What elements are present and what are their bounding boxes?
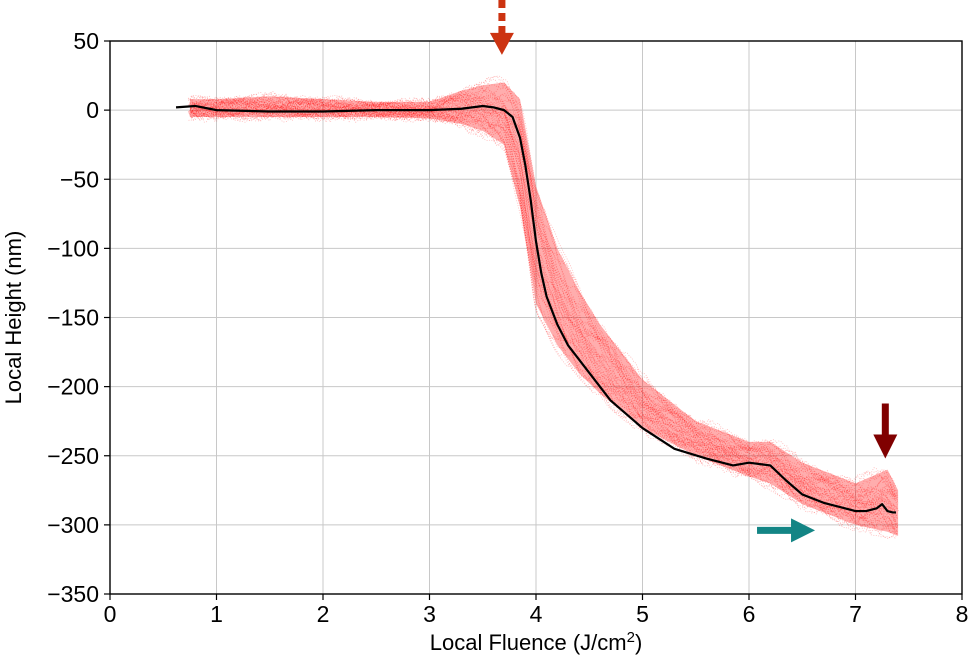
trace-line: [189, 105, 898, 524]
y-axis-label: Local Height (nm): [1, 231, 26, 405]
trace-line: [188, 95, 897, 521]
dashed-arrow-head: [489, 32, 514, 55]
trace-line: [188, 75, 896, 498]
trace-line: [190, 103, 898, 520]
trace-line: [188, 92, 897, 506]
trace-line: [189, 96, 898, 517]
y-tick-label: 50: [73, 28, 99, 54]
trace-line: [189, 81, 898, 500]
trace-line: [191, 95, 899, 519]
x-tick-label: 0: [104, 601, 117, 627]
trace-line: [189, 111, 898, 532]
y-axis-ticks: 50 0 −50 −100 −150 −200 −250 −300 −350: [47, 28, 110, 607]
x-axis-label-close: ): [635, 630, 642, 655]
trace-line: [190, 96, 898, 509]
x-tick-label: 8: [956, 601, 969, 627]
trace-line: [190, 76, 898, 497]
trace-line: [189, 108, 898, 539]
x-tick-label: 2: [317, 601, 330, 627]
series-lines: [175, 104, 896, 514]
trace-line: [189, 83, 898, 498]
y-tick-label: −350: [47, 581, 99, 607]
y-tick-label: −300: [47, 512, 99, 538]
y-tick-label: −200: [47, 374, 99, 400]
y-tick-label: −50: [60, 166, 99, 192]
trace-line: [190, 89, 898, 498]
trace-line: [190, 103, 899, 527]
x-axis-label: Local Fluence (J/cm2): [430, 629, 643, 656]
annotations: [489, 0, 898, 543]
x-axis-label-main: Local Fluence (J/cm: [430, 630, 627, 655]
trace-line: [187, 77, 896, 500]
x-tick-label: 1: [210, 601, 223, 627]
arrow-head: [791, 518, 816, 543]
y-tick-label: 0: [86, 97, 99, 123]
trace-line: [190, 98, 899, 510]
trace-line: [189, 109, 898, 535]
trace-line: [190, 108, 899, 528]
trace-line: [189, 92, 898, 504]
trace-line: [189, 104, 898, 530]
x-tick-label: 6: [743, 601, 756, 627]
x-tick-label: 7: [849, 601, 862, 627]
trace-line: [189, 94, 897, 506]
arrow-head: [873, 434, 898, 459]
x-axis-ticks: 0 1 2 3 4 5 6 7 8: [104, 594, 969, 627]
y-tick-label: −150: [47, 305, 99, 331]
x-tick-label: 4: [530, 601, 543, 627]
mean-line: [175, 104, 896, 514]
scatter-band: [187, 75, 900, 539]
trace-line: [188, 83, 897, 501]
x-tick-label: 3: [423, 601, 436, 627]
trace-line: [190, 105, 899, 529]
trace-line: [187, 106, 896, 530]
trace-line: [190, 103, 898, 527]
trace-line: [191, 102, 899, 517]
x-tick-label: 5: [636, 601, 649, 627]
y-tick-label: −100: [47, 235, 99, 261]
x-axis-label-superscript: 2: [627, 629, 635, 646]
y-tick-label: −250: [47, 443, 99, 469]
trace-line: [188, 109, 896, 534]
trace-line: [187, 104, 896, 520]
band-area: [189, 82, 899, 536]
trace-line: [189, 91, 897, 516]
trace-line: [190, 103, 899, 521]
trace-line: [191, 81, 900, 504]
trace-line: [188, 93, 897, 506]
trace-line: [189, 108, 897, 534]
